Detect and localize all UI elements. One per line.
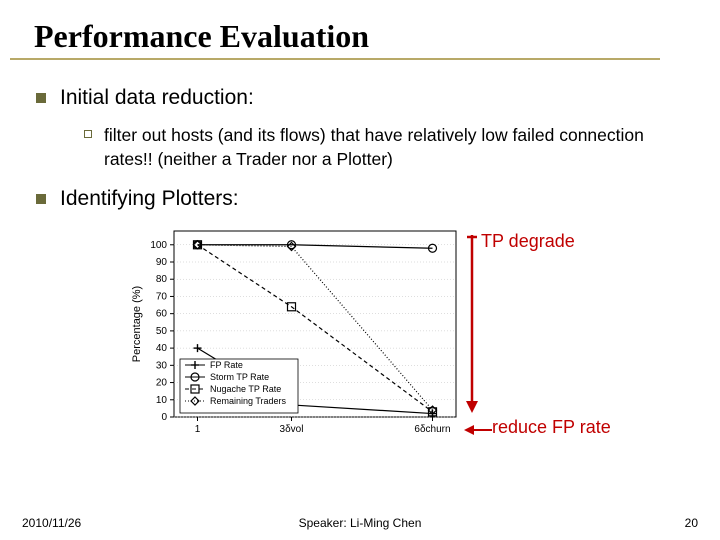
content-area: Initial data reduction: filter out hosts… xyxy=(0,86,720,445)
chart-container: 0 10 20 30 40 50 60 70 80 90 100 1 3δvol 6δchurn Perce… xyxy=(126,225,684,445)
bullet-1-text: Initial data reduction: xyxy=(60,86,254,110)
svg-text:80: 80 xyxy=(156,274,168,285)
footer-speaker: Speaker: Li-Ming Chen xyxy=(299,516,422,530)
svg-text:90: 90 xyxy=(156,257,168,268)
svg-text:1: 1 xyxy=(195,424,201,435)
svg-text:20: 20 xyxy=(156,378,168,389)
annotation-reduce-fp: reduce FP rate xyxy=(492,417,611,438)
svg-text:10: 10 xyxy=(156,395,168,406)
svg-text:70: 70 xyxy=(156,292,168,303)
footer-date: 2010/11/26 xyxy=(22,516,81,530)
slide-title: Performance Evaluation xyxy=(10,0,660,60)
bullet-1: Initial data reduction: xyxy=(36,86,684,110)
chart-svg: 0 10 20 30 40 50 60 70 80 90 100 1 3δvol 6δchurn Perce… xyxy=(126,225,466,445)
svg-text:6δchurn: 6δchurn xyxy=(414,424,450,435)
bullet-icon xyxy=(36,194,46,204)
svg-text:3δvol: 3δvol xyxy=(280,424,304,435)
svg-text:0: 0 xyxy=(161,412,167,423)
footer-page: 20 xyxy=(685,516,698,530)
svg-text:100: 100 xyxy=(150,240,167,251)
sub-bullet-icon xyxy=(84,130,92,138)
svg-text:Remaining Traders: Remaining Traders xyxy=(210,396,287,406)
bullet-2-text: Identifying Plotters: xyxy=(60,187,239,211)
bullet-1-sub-text: filter out hosts (and its flows) that ha… xyxy=(104,124,664,171)
svg-text:Percentage (%): Percentage (%) xyxy=(131,286,143,362)
svg-text:Nugache TP Rate: Nugache TP Rate xyxy=(210,384,281,394)
bullet-2: Identifying Plotters: xyxy=(36,187,684,211)
svg-text:30: 30 xyxy=(156,361,168,372)
footer: 2010/11/26 Speaker: Li-Ming Chen 20 xyxy=(0,516,720,530)
tp-degrade-arrow xyxy=(464,235,480,418)
bullet-1-sub: filter out hosts (and its flows) that ha… xyxy=(84,124,684,171)
svg-text:60: 60 xyxy=(156,309,168,320)
svg-text:40: 40 xyxy=(156,343,168,354)
bullet-icon xyxy=(36,93,46,103)
annotation-tp-degrade: TP degrade xyxy=(481,231,575,252)
reduce-fp-arrow xyxy=(464,423,492,441)
svg-text:50: 50 xyxy=(156,326,168,337)
svg-text:Storm TP Rate: Storm TP Rate xyxy=(210,372,269,382)
svg-text:FP Rate: FP Rate xyxy=(210,360,243,370)
